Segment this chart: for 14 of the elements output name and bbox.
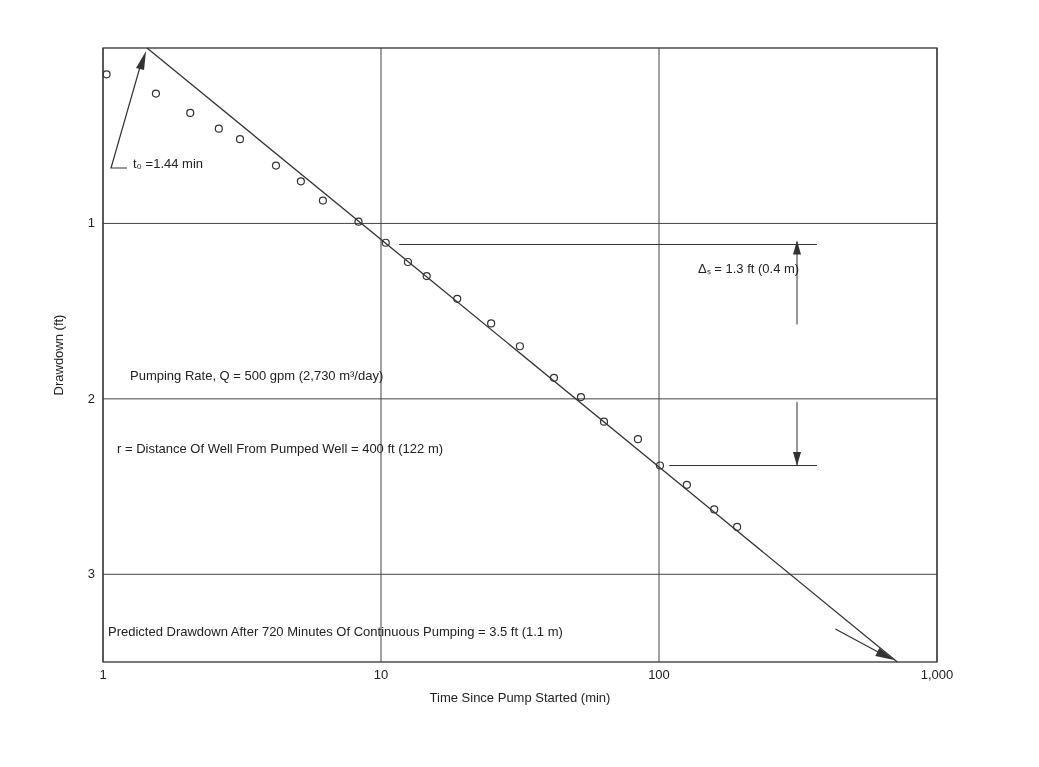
annotation: Pumping Rate, Q = 500 gpm (2,730 m³/day)	[130, 368, 384, 383]
annotation: r = Distance Of Well From Pumped Well = 400 ft (122 m)	[117, 441, 444, 456]
y-tick-label: 2	[87, 390, 95, 406]
x-tick-label: 1	[99, 667, 107, 682]
x-tick-label: 10	[373, 667, 389, 682]
annotation: t₀ =1.44 min	[133, 156, 204, 171]
annotation: Δₛ = 1.3 ft (0.4 m)	[698, 261, 800, 276]
x-tick-label: 100	[648, 667, 670, 682]
x-tick-label: 1,000	[920, 667, 954, 682]
y-axis-title: Drawdown (ft)	[51, 314, 66, 396]
x-axis-title: Time Since Pump Started (min)	[429, 690, 611, 705]
y-tick-label: 1	[87, 215, 95, 231]
annotation: Predicted Drawdown After 720 Minutes Of Continuous Pumping = 3.5 ft (1.1 m)	[108, 624, 563, 639]
y-tick-label: 3	[87, 566, 95, 582]
